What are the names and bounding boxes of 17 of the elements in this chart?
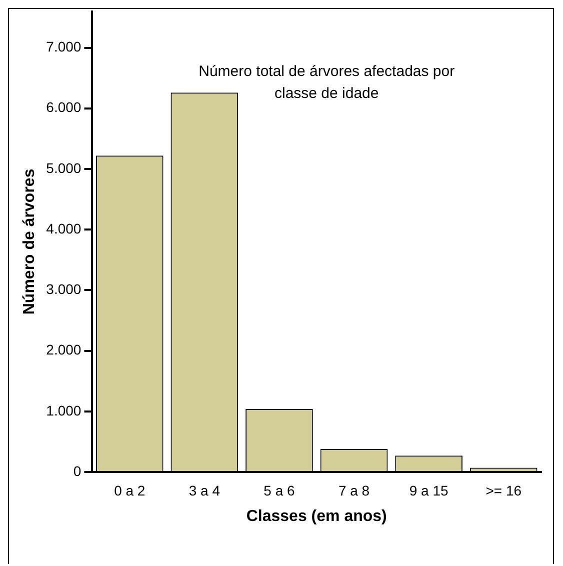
y-axis-title: Número de árvores (21, 168, 38, 315)
y-tick-label: 0 (73, 462, 82, 479)
x-axis-title: Classes (em anos) (246, 508, 387, 525)
x-tick-label: 3 a 4 (188, 482, 220, 498)
y-tick-label: 2.000 (46, 342, 82, 358)
y-tick-label: 6.000 (46, 99, 82, 116)
x-tick-label: 5 a 6 (264, 482, 295, 498)
y-tick-label: 5.000 (46, 160, 82, 176)
y-tick-label: 7.000 (46, 38, 82, 55)
x-tick-label: >= 16 (486, 482, 522, 498)
y-tick-label: 4.000 (46, 220, 82, 236)
y-tick-label: 3.000 (46, 281, 82, 298)
text: Número total de árvores afectadas por classe de idade (198, 63, 455, 102)
y-tick-label: 1.000 (46, 402, 82, 418)
x-tick-label: 9 a 15 (409, 482, 448, 498)
x-tick-label: 7 a 8 (338, 482, 370, 498)
x-tick-label: 0 a 2 (114, 482, 146, 498)
